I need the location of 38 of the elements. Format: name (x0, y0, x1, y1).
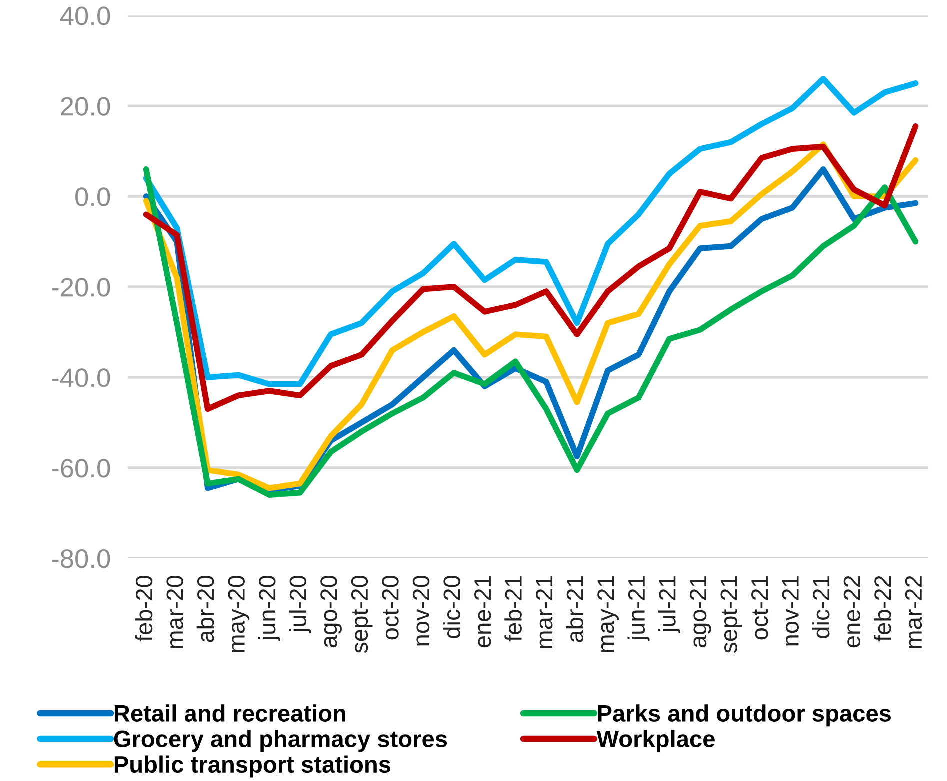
x-tick-label: abr-21 (566, 576, 584, 642)
x-tick-label: nov-20 (412, 576, 430, 646)
legend-label: Public transport stations (114, 756, 391, 778)
x-tick-label: oct-21 (751, 576, 768, 640)
y-tick-label: -40.0 (52, 368, 110, 388)
y-tick-label: -80.0 (52, 550, 110, 568)
x-tick-label: jun-20 (258, 576, 280, 642)
x-tick-label: may-21 (598, 576, 619, 652)
legend-label: Workplace (596, 730, 715, 752)
x-tick-label: nov-21 (782, 576, 799, 646)
x-tick-label: mar-20 (166, 576, 184, 648)
x-tick-label: ene-22 (844, 576, 861, 648)
x-tick-label: mar-21 (536, 576, 553, 648)
y-tick-label: -60.0 (52, 459, 110, 478)
x-tick-label: feb-21 (504, 576, 522, 642)
x-tick-label: sept-21 (720, 576, 742, 654)
x-tick-label: jun-21 (628, 576, 650, 642)
y-tick-label: 20.0 (61, 97, 110, 116)
x-tick-label: jul-20 (289, 576, 312, 634)
x-tick-label: ago-20 (320, 576, 342, 648)
x-tick-label: ene-21 (474, 576, 492, 648)
x-tick-label: mar-22 (905, 576, 922, 648)
x-tick-label: may-20 (228, 576, 250, 652)
x-tick-label: dic-20 (443, 576, 460, 638)
x-tick-label: jul-21 (658, 576, 681, 634)
x-tick-label: abr-20 (196, 576, 214, 642)
x-tick-label: ago-21 (690, 576, 712, 648)
x-tick-label: sept-20 (351, 576, 373, 654)
y-tick-label: -20.0 (52, 278, 110, 297)
legend-label: Retail and recreation (114, 704, 346, 722)
x-tick-label: dic-21 (812, 576, 830, 638)
x-tick-label: oct-20 (382, 576, 399, 640)
legend-label: Grocery and pharmacy stores (114, 730, 448, 752)
legend-label: Parks and outdoor spaces (598, 704, 892, 727)
y-tick-label: 0.0 (76, 188, 110, 206)
x-tick-label: feb-22 (874, 576, 892, 642)
y-tick-label: 40.0 (60, 6, 110, 26)
x-tick-label: feb-20 (135, 576, 153, 642)
